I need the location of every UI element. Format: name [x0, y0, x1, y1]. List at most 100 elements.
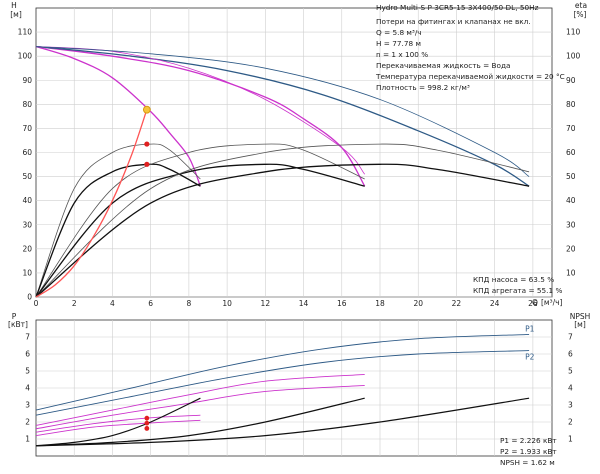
- x-tick-label: 18: [375, 299, 385, 308]
- head-limit-thin-3-curve: [35, 46, 530, 177]
- system-curve-curve: [35, 109, 148, 298]
- y2-tick-label: 10: [566, 268, 576, 277]
- pump-eff-2-curve: [35, 143, 365, 298]
- info-box: Hydro Multi-S P 3CR5-15 3X400/50 DL, 50H…: [375, 3, 565, 467]
- y2-tick-label: 90: [566, 76, 576, 85]
- y2-tick-label: 20: [566, 244, 576, 253]
- unit-eff-3-curve: [35, 163, 530, 298]
- unit-eff-1-curve: [35, 163, 201, 298]
- head-2-pumps-curve: [35, 45, 366, 187]
- eta-pump-point: [144, 141, 150, 147]
- x-tick-label: 2: [72, 299, 77, 308]
- info-line: Перекачиваемая жидкость = Вода: [376, 61, 511, 70]
- y2-tick-label: 70: [566, 124, 576, 133]
- top-y-label: H: [11, 1, 17, 10]
- y-tick-label: 6: [25, 350, 30, 359]
- y-tick-label: 5: [25, 367, 30, 376]
- P2-point: [144, 420, 150, 426]
- top-y-unit: [м]: [10, 10, 22, 19]
- P1-point: [144, 415, 150, 421]
- bottom-grid: 1 1 2 2 3 3 4 4 5 5 6 6 7 7: [25, 319, 573, 457]
- y-tick-label: 60: [22, 148, 32, 157]
- P1-3pumps-curve: [35, 333, 530, 411]
- y-tick-label: 70: [22, 124, 32, 133]
- y-tick-label: 80: [22, 100, 32, 109]
- bot-y2-label: NPSH: [570, 312, 591, 321]
- x-tick-label: 10: [222, 299, 232, 308]
- x-tick-label: 4: [110, 299, 115, 308]
- pump-eff-3-curve: [35, 143, 530, 298]
- axis-labels: H [м] eta [%] Q [м³/ч] P [кВт] NPSH [м]: [8, 1, 590, 329]
- P2-3pumps-label: P2: [525, 353, 535, 362]
- y2-tick-label: 80: [566, 100, 576, 109]
- head-1-pump-curve: [35, 45, 202, 187]
- info-line: n = 1 x 100 %: [376, 50, 428, 59]
- info-line: Плотность = 998.2 кг/м³: [376, 83, 470, 92]
- NPSH-1-curve: [35, 397, 201, 447]
- y2-tick-label: 100: [566, 52, 581, 61]
- x-axis-label: Q: [532, 298, 538, 307]
- x-tick-label: 0: [34, 299, 39, 308]
- y-tick-label: 4: [25, 384, 30, 393]
- x-tick-label: 20: [413, 299, 423, 308]
- info-line: Температура перекачиваемой жидкости = 20…: [375, 72, 565, 81]
- unit-eff-2-curve: [35, 163, 365, 298]
- power-npsh-curves: P1 P2: [35, 324, 535, 447]
- head-efficiency-curves: [35, 45, 530, 298]
- x-tick-label: 12: [261, 299, 271, 308]
- P2-1pump-curve: [35, 419, 201, 437]
- pump-efficiency-label: КПД насоса = 63.5 %: [473, 275, 554, 284]
- y2-tick-label: 4: [568, 384, 573, 393]
- y-tick-label: 3: [25, 401, 30, 410]
- x-tick-label: 6: [148, 299, 153, 308]
- chart-title: Hydro Multi-S P 3CR5-15 3X400/50 DL, 50H…: [376, 3, 539, 12]
- info-line: H = 77.78 м: [376, 39, 421, 48]
- eta-unit-point: [144, 161, 150, 167]
- y-tick-label: 30: [22, 220, 32, 229]
- y-tick-label: 2: [25, 418, 30, 427]
- NPSH-2-curve: [35, 397, 365, 447]
- info-line: Потери на фитингах и клапанах не вкл.: [376, 17, 531, 26]
- y2-tick-label: 60: [566, 148, 576, 157]
- bot-y2-unit: [м]: [574, 320, 586, 329]
- y-tick-label: 90: [22, 76, 32, 85]
- x-tick-label: 24: [490, 299, 500, 308]
- y2-tick-label: 50: [566, 172, 576, 181]
- bot-y-label: P: [12, 312, 17, 321]
- y2-tick-label: 40: [566, 196, 576, 205]
- y-tick-label: 20: [22, 244, 32, 253]
- y-tick-label: 50: [22, 172, 32, 181]
- x-tick-label: 22: [452, 299, 462, 308]
- y2-tick-label: 5: [568, 367, 573, 376]
- x-tick-label: 16: [337, 299, 347, 308]
- y2-tick-label: 7: [568, 333, 573, 342]
- pump-eff-1-curve: [35, 143, 201, 298]
- P1-1pump-curve: [35, 414, 201, 433]
- y-tick-label: 10: [22, 268, 32, 277]
- x-tick-label: 14: [299, 299, 309, 308]
- top-y2-unit: [%]: [574, 10, 587, 19]
- y2-tick-label: 2: [568, 418, 573, 427]
- x-tick-label: 26: [528, 299, 538, 308]
- P1-3pumps-label: P1: [525, 324, 535, 333]
- npsh-value-label: NPSH = 1.62 м: [500, 458, 555, 467]
- y2-tick-label: 30: [566, 220, 576, 229]
- y-tick-label: 100: [18, 52, 33, 61]
- y-tick-label: 0: [27, 293, 32, 302]
- x-tick-label: 8: [186, 299, 191, 308]
- NPSH-point: [144, 426, 150, 431]
- y2-tick-label: 6: [568, 350, 573, 359]
- y-tick-label: 110: [18, 28, 33, 37]
- y2-tick-label: 3: [568, 401, 573, 410]
- unit-efficiency-label: КПД агрегата = 55.1 %: [473, 286, 562, 295]
- y-tick-label: 7: [25, 333, 30, 342]
- NPSH-3-curve: [35, 397, 530, 447]
- P1-2pumps-curve: [35, 373, 365, 426]
- p1-value-label: P1 = 2.226 кВт: [500, 436, 557, 445]
- y2-tick-label: 1: [568, 435, 573, 444]
- bot-y-unit: [кВт]: [8, 320, 28, 329]
- y2-tick-label: 110: [566, 28, 581, 37]
- duty-point: [142, 105, 151, 114]
